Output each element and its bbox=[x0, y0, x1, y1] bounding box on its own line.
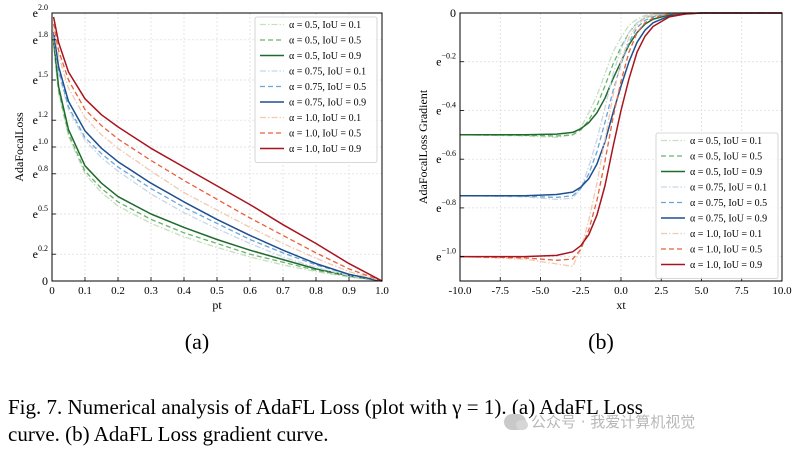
legend-entry: α = 1.0, IoU = 0.1 bbox=[690, 229, 762, 240]
x-tick-label: 2.5 bbox=[654, 285, 668, 297]
legend-entry: α = 0.5, IoU = 0.9 bbox=[289, 51, 361, 62]
legend-entry: α = 0.5, IoU = 0.5 bbox=[690, 152, 762, 163]
x-tick-label: 0.0 bbox=[614, 285, 628, 297]
y-tick-label: e−1.0 bbox=[436, 247, 456, 264]
y-tick-label: e1.2 bbox=[33, 110, 48, 127]
legend-entry: α = 1.0, IoU = 0.9 bbox=[289, 144, 361, 155]
x-tick-label: 0.1 bbox=[78, 285, 92, 297]
legend-box bbox=[655, 132, 779, 279]
x-tick-label: 0.8 bbox=[309, 285, 323, 297]
x-tick-label: -10.0 bbox=[449, 285, 472, 297]
chart-panel-b: -10.0 -7.5 -5.0 -2.5 0.0 2.5 5.0 7.5 10.0 0 e−0.2 e… bbox=[416, 6, 792, 354]
y-tick-label: e−0.8 bbox=[436, 198, 456, 215]
watermark-text: 公众号 · 我爱计算机视觉 bbox=[531, 413, 696, 431]
legend-entry: α = 0.5, IoU = 0.1 bbox=[690, 136, 762, 147]
series-line bbox=[460, 12, 782, 258]
figure-caption: Fig. 7. Numerical analysis of AdaFL Loss… bbox=[8, 394, 808, 448]
legend-entry: α = 0.75, IoU = 0.5 bbox=[289, 82, 366, 93]
series-line bbox=[52, 34, 383, 282]
legend-entry: α = 0.75, IoU = 0.5 bbox=[690, 198, 767, 209]
y-tick-label: e0.8 bbox=[33, 164, 48, 181]
y-tick-label: 0 bbox=[450, 6, 456, 20]
x-tick-label: 0 bbox=[49, 285, 55, 297]
y-tick-label: e1.0 bbox=[33, 137, 48, 154]
series-line bbox=[52, 42, 383, 282]
legend-entry: α = 0.5, IoU = 0.5 bbox=[289, 36, 361, 47]
y-axis-label: AdaFocalLoss Gradient bbox=[416, 89, 430, 204]
watermark: 公众号 · 我爱计算机视觉 bbox=[504, 411, 695, 432]
x-tick-label: 0.5 bbox=[210, 285, 224, 297]
series-line bbox=[52, 39, 383, 282]
legend-entry: α = 0.75, IoU = 0.9 bbox=[690, 214, 767, 225]
legend-entry: α = 1.0, IoU = 0.1 bbox=[289, 113, 361, 124]
panel-label: (a) bbox=[185, 329, 209, 354]
legend-entry: α = 1.0, IoU = 0.5 bbox=[690, 245, 762, 256]
x-tick-label: 0.3 bbox=[144, 285, 158, 297]
x-axis-label: pt bbox=[212, 298, 222, 312]
legend-entry: α = 0.5, IoU = 0.9 bbox=[690, 167, 762, 178]
y-tick-label: 0 bbox=[42, 274, 48, 288]
x-tick-label: 5.0 bbox=[695, 285, 709, 297]
series-line bbox=[52, 16, 383, 282]
series-line bbox=[52, 46, 383, 282]
y-tick-label: e1.8 bbox=[33, 30, 48, 47]
legend: α = 0.5, IoU = 0.1 α = 0.5, IoU = 0.5 α = … bbox=[655, 132, 779, 279]
x-tick-label: 10.0 bbox=[772, 285, 792, 297]
y-tick-label: e0.5 bbox=[33, 204, 48, 221]
x-tick-label: 0.2 bbox=[111, 285, 125, 297]
x-tick-label: 0.9 bbox=[342, 285, 356, 297]
x-tick-label: 0.6 bbox=[243, 285, 257, 297]
caption-line-2: curve. (b) AdaFL Loss gradient curve. bbox=[8, 422, 329, 446]
y-tick-label: e1.5 bbox=[33, 70, 48, 87]
x-tick-label: -5.0 bbox=[532, 285, 550, 297]
legend-entry: α = 0.75, IoU = 0.9 bbox=[289, 98, 366, 109]
x-tick-label: 0.7 bbox=[276, 285, 290, 297]
legend-entry: α = 0.75, IoU = 0.1 bbox=[690, 183, 767, 194]
x-tick-label: 0.4 bbox=[177, 285, 191, 297]
series-line bbox=[460, 12, 782, 136]
x-axis-label: xt bbox=[616, 298, 626, 312]
chart-panel-a: 0 0.1 0.2 0.3 0.4 0.5 0.6 0.7 0.8 0.9 1.0 0 e0.2 e0.5… bbox=[12, 3, 389, 354]
panel-label: (b) bbox=[588, 329, 614, 354]
y-tick-label: e−0.2 bbox=[436, 52, 456, 69]
y-tick-label: e0.2 bbox=[33, 244, 48, 261]
x-tick-label: 1.0 bbox=[375, 285, 389, 297]
x-tick-label: -7.5 bbox=[492, 285, 510, 297]
series-line bbox=[52, 23, 383, 282]
legend-entry: α = 0.5, IoU = 0.1 bbox=[289, 20, 361, 31]
series-line bbox=[459, 12, 782, 261]
legend-box bbox=[254, 16, 378, 163]
x-tick-label: -2.5 bbox=[572, 285, 590, 297]
x-tick-label: 7.5 bbox=[735, 285, 749, 297]
caption-line-1: Fig. 7. Numerical analysis of AdaFL Loss… bbox=[8, 395, 643, 419]
y-tick-label: e2.0 bbox=[33, 3, 48, 20]
y-axis-label: AdaFocalLoss bbox=[12, 112, 26, 182]
legend-entry: α = 0.75, IoU = 0.1 bbox=[289, 67, 366, 78]
legend: α = 0.5, IoU = 0.1 α = 0.5, IoU = 0.5 α = … bbox=[254, 16, 378, 163]
legend-entry: α = 1.0, IoU = 0.5 bbox=[289, 129, 361, 140]
series-line bbox=[52, 31, 383, 282]
legend-entry: α = 1.0, IoU = 0.9 bbox=[690, 260, 762, 271]
y-tick-label: e−0.4 bbox=[436, 100, 456, 117]
y-tick-label: e−0.6 bbox=[436, 149, 456, 166]
wechat-icon bbox=[504, 413, 528, 430]
series-line bbox=[52, 37, 383, 282]
series-line bbox=[52, 28, 383, 282]
